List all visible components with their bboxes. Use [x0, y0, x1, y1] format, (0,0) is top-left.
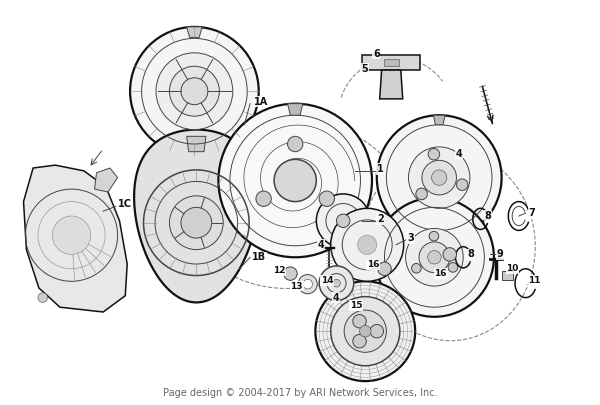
Circle shape	[130, 27, 259, 156]
Text: 1A: 1A	[254, 97, 268, 107]
Polygon shape	[287, 104, 303, 115]
Circle shape	[298, 275, 317, 294]
Text: 1B: 1B	[252, 252, 266, 262]
Circle shape	[448, 262, 458, 272]
Circle shape	[284, 267, 297, 280]
Text: 10: 10	[506, 264, 519, 273]
Text: 16: 16	[367, 260, 380, 269]
Polygon shape	[362, 55, 420, 70]
Text: 15: 15	[350, 301, 362, 310]
Circle shape	[409, 147, 470, 208]
Circle shape	[370, 324, 383, 338]
Text: 2: 2	[377, 214, 383, 224]
Text: 4: 4	[455, 149, 462, 159]
Circle shape	[377, 115, 502, 240]
Polygon shape	[23, 165, 127, 312]
Circle shape	[156, 53, 233, 130]
Circle shape	[416, 188, 427, 200]
Polygon shape	[380, 70, 403, 99]
Text: 4: 4	[317, 240, 324, 250]
Circle shape	[181, 78, 208, 104]
Circle shape	[256, 191, 271, 207]
Text: 6: 6	[373, 49, 380, 59]
Circle shape	[419, 242, 450, 273]
Circle shape	[218, 104, 372, 257]
Circle shape	[359, 326, 371, 337]
Circle shape	[38, 293, 47, 303]
Circle shape	[353, 315, 366, 328]
Circle shape	[331, 296, 400, 366]
Text: 4: 4	[332, 292, 340, 303]
Circle shape	[319, 191, 334, 207]
Circle shape	[443, 248, 457, 261]
Circle shape	[428, 251, 441, 264]
Text: 1C: 1C	[118, 200, 131, 209]
Polygon shape	[134, 130, 259, 303]
Circle shape	[319, 266, 354, 301]
Text: 9: 9	[497, 249, 503, 259]
Text: ARI: ARI	[226, 186, 364, 255]
Circle shape	[378, 262, 391, 275]
Circle shape	[344, 310, 386, 352]
Circle shape	[429, 231, 439, 241]
Polygon shape	[433, 115, 445, 125]
Circle shape	[358, 235, 377, 254]
Circle shape	[457, 179, 468, 190]
Circle shape	[316, 281, 415, 381]
Circle shape	[412, 264, 421, 273]
Circle shape	[303, 279, 313, 289]
Circle shape	[422, 160, 457, 195]
Text: 8: 8	[467, 249, 474, 259]
Circle shape	[331, 208, 404, 281]
Polygon shape	[187, 136, 206, 152]
Circle shape	[274, 159, 316, 202]
Circle shape	[431, 170, 447, 185]
Polygon shape	[383, 59, 399, 66]
Circle shape	[337, 214, 350, 228]
Circle shape	[375, 198, 494, 317]
Circle shape	[181, 207, 212, 238]
Circle shape	[353, 335, 366, 348]
Circle shape	[406, 228, 463, 286]
Polygon shape	[95, 168, 118, 192]
Circle shape	[428, 149, 440, 160]
Polygon shape	[187, 27, 202, 37]
Circle shape	[287, 136, 303, 152]
Text: 16: 16	[434, 269, 447, 278]
Circle shape	[316, 194, 370, 248]
Text: 13: 13	[290, 281, 303, 290]
Text: 14: 14	[321, 276, 334, 285]
Circle shape	[169, 66, 220, 116]
Text: 12: 12	[273, 266, 286, 275]
FancyBboxPatch shape	[502, 271, 513, 280]
Circle shape	[169, 196, 223, 249]
Text: 7: 7	[529, 208, 535, 218]
Text: 1: 1	[377, 164, 383, 174]
Text: 11: 11	[529, 276, 541, 285]
Text: 3: 3	[407, 233, 414, 243]
Text: 5: 5	[361, 64, 368, 74]
Text: Page design © 2004-2017 by ARI Network Services, Inc.: Page design © 2004-2017 by ARI Network S…	[163, 388, 437, 398]
Circle shape	[52, 216, 91, 254]
Text: 8: 8	[484, 211, 491, 221]
Circle shape	[332, 279, 340, 287]
